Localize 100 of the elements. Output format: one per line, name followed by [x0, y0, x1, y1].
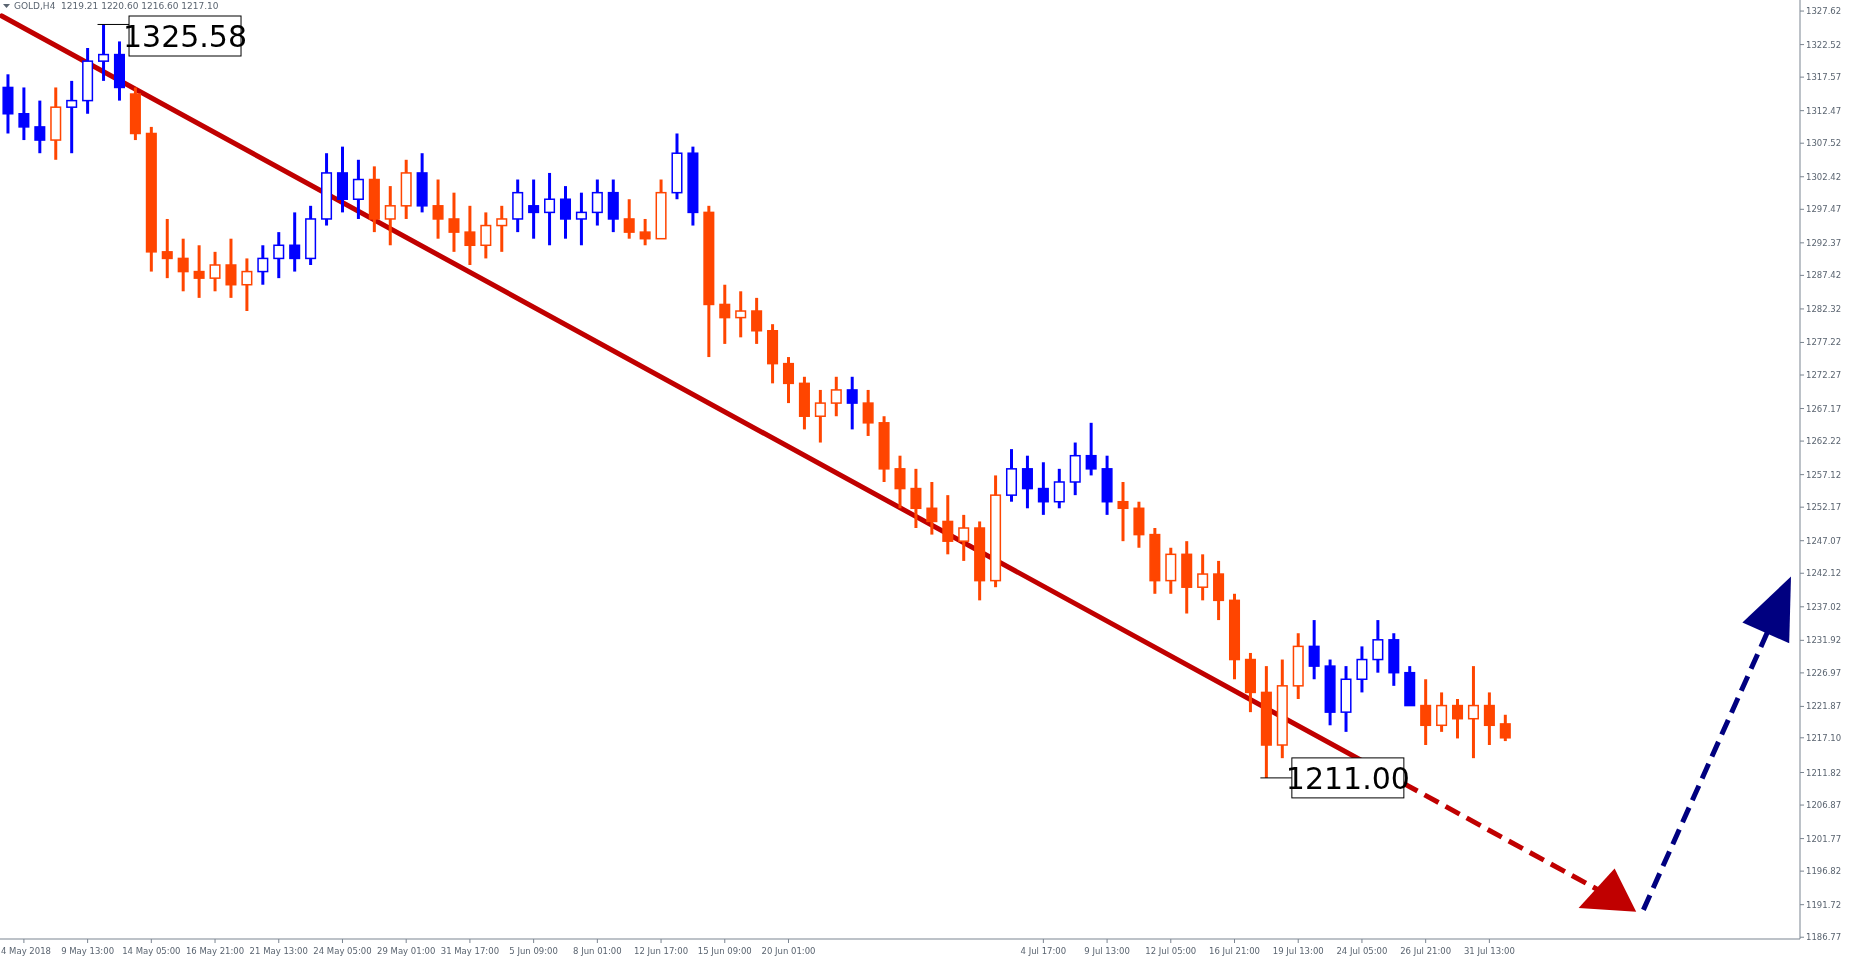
candlestick [814, 388, 826, 443]
candlestick [639, 217, 651, 246]
candlestick [846, 375, 858, 430]
y-tick-label: 1201.77 [1806, 833, 1842, 844]
x-tick-label: 20 Jun 01:00 [761, 946, 816, 956]
x-tick-label: 19 Jul 13:00 [1272, 946, 1324, 956]
candlestick [193, 245, 205, 298]
y-tick-label: 1237.02 [1806, 601, 1842, 612]
chart-title: GOLD,H4 1219.21 1220.60 1216.60 1217.10 [14, 1, 219, 11]
candlestick [18, 87, 30, 142]
candlestick [575, 192, 587, 246]
x-tick-label: 29 May 01:00 [377, 946, 436, 956]
candlestick [273, 232, 285, 280]
x-tick-label: 31 Jul 13:00 [1463, 946, 1515, 956]
y-tick-label: 1211.82 [1806, 767, 1842, 778]
y-tick-label: 1186.77 [1806, 932, 1842, 943]
candlestick [1372, 620, 1384, 673]
candlestick [559, 186, 572, 239]
x-tick-label: 8 Jun 01:00 [573, 946, 622, 956]
candlestick [1053, 467, 1065, 509]
candlestick [1085, 421, 1097, 476]
candlestick [751, 296, 763, 344]
y-tick-label: 1217.10 [1806, 732, 1842, 743]
candlestick [910, 467, 922, 529]
x-tick-label: 9 Jul 13:00 [1084, 946, 1130, 956]
y-tick-label: 1226.97 [1806, 667, 1842, 678]
candlestick [1117, 481, 1129, 543]
candlestick [926, 481, 938, 535]
y-tick-label: 1231.92 [1806, 635, 1842, 646]
x-tick-label: 9 May 13:00 [61, 946, 115, 956]
candlestick [225, 238, 237, 298]
candlestick [34, 100, 46, 155]
y-tick-label: 1272.27 [1806, 370, 1842, 381]
x-tick-label: 16 May 21:00 [185, 946, 245, 956]
candlestick [241, 258, 253, 312]
y-tick-label: 1277.22 [1806, 337, 1842, 348]
y-tick-label: 1267.17 [1806, 403, 1842, 414]
candlestick [1499, 713, 1511, 743]
candlestick [591, 179, 603, 226]
y-tick-label: 1322.52 [1806, 39, 1842, 50]
candlestick [496, 204, 508, 252]
y-tick-label: 1262.22 [1806, 436, 1842, 447]
candlestick [942, 495, 954, 555]
candlestick [177, 238, 189, 292]
x-tick-label: 4 May 2018 [0, 946, 52, 956]
y-tick-label: 1257.12 [1806, 469, 1842, 480]
y-tick-label: 1287.42 [1806, 270, 1842, 281]
x-tick-label: 24 Jul 05:00 [1336, 946, 1388, 956]
candlestick [448, 192, 460, 252]
candlestick [209, 250, 221, 292]
x-tick-label: 12 Jul 05:00 [1145, 946, 1197, 956]
x-tick-label: 5 Jun 09:00 [509, 946, 558, 956]
candlestick [1436, 692, 1448, 732]
candlestick [735, 291, 747, 338]
x-tick-label: 14 May 05:00 [122, 946, 181, 956]
annotation: 1325.58 [123, 19, 248, 54]
y-tick-label: 1292.37 [1806, 237, 1842, 248]
y-tick-label: 1247.07 [1806, 535, 1842, 546]
y-tick-label: 1191.72 [1806, 899, 1842, 910]
candlestick [862, 388, 874, 436]
candlestick [161, 217, 173, 280]
candlestick [1037, 462, 1049, 515]
y-tick-label: 1307.52 [1806, 138, 1842, 149]
candlestick [894, 455, 906, 509]
candlestick [1021, 455, 1033, 509]
y-tick-label: 1196.82 [1806, 866, 1842, 877]
candlestick [528, 179, 540, 239]
y-tick-label: 1282.32 [1806, 303, 1842, 314]
x-tick-label: 4 Jul 17:00 [1020, 946, 1067, 956]
candlestick [257, 245, 269, 285]
candlestick [1451, 698, 1464, 739]
y-tick-label: 1312.47 [1806, 105, 1842, 116]
candlestick [1483, 692, 1495, 746]
candlestick [782, 357, 795, 405]
candlestick [289, 212, 301, 272]
candlestick [1197, 554, 1209, 601]
y-tick-label: 1206.87 [1806, 800, 1842, 811]
candlestick [464, 204, 476, 265]
candlestick [480, 212, 492, 259]
candlestick [384, 186, 396, 246]
y-tick-label: 1297.47 [1806, 204, 1842, 215]
candlestick [1308, 620, 1320, 680]
candlestick [1467, 666, 1479, 760]
candlestick [1420, 679, 1432, 746]
candlestick [830, 375, 842, 418]
candlestick [958, 513, 970, 561]
x-tick-label: 24 May 05:00 [313, 946, 372, 956]
candlestick [66, 79, 78, 155]
candlestick [432, 179, 444, 239]
x-tick-label: 12 Jun 17:00 [634, 946, 689, 956]
candlestick [719, 284, 731, 344]
x-tick-label: 16 Jul 21:00 [1209, 946, 1261, 956]
x-tick-label: 31 May 17:00 [440, 946, 500, 956]
y-tick-label: 1242.12 [1806, 568, 1842, 579]
candlestick [544, 171, 556, 246]
y-tick-label: 1221.87 [1806, 701, 1842, 712]
y-tick-label: 1252.17 [1806, 502, 1842, 513]
y-tick-label: 1302.42 [1806, 171, 1842, 182]
candlestick [352, 158, 364, 219]
y-tick-label: 1327.62 [1806, 6, 1842, 17]
